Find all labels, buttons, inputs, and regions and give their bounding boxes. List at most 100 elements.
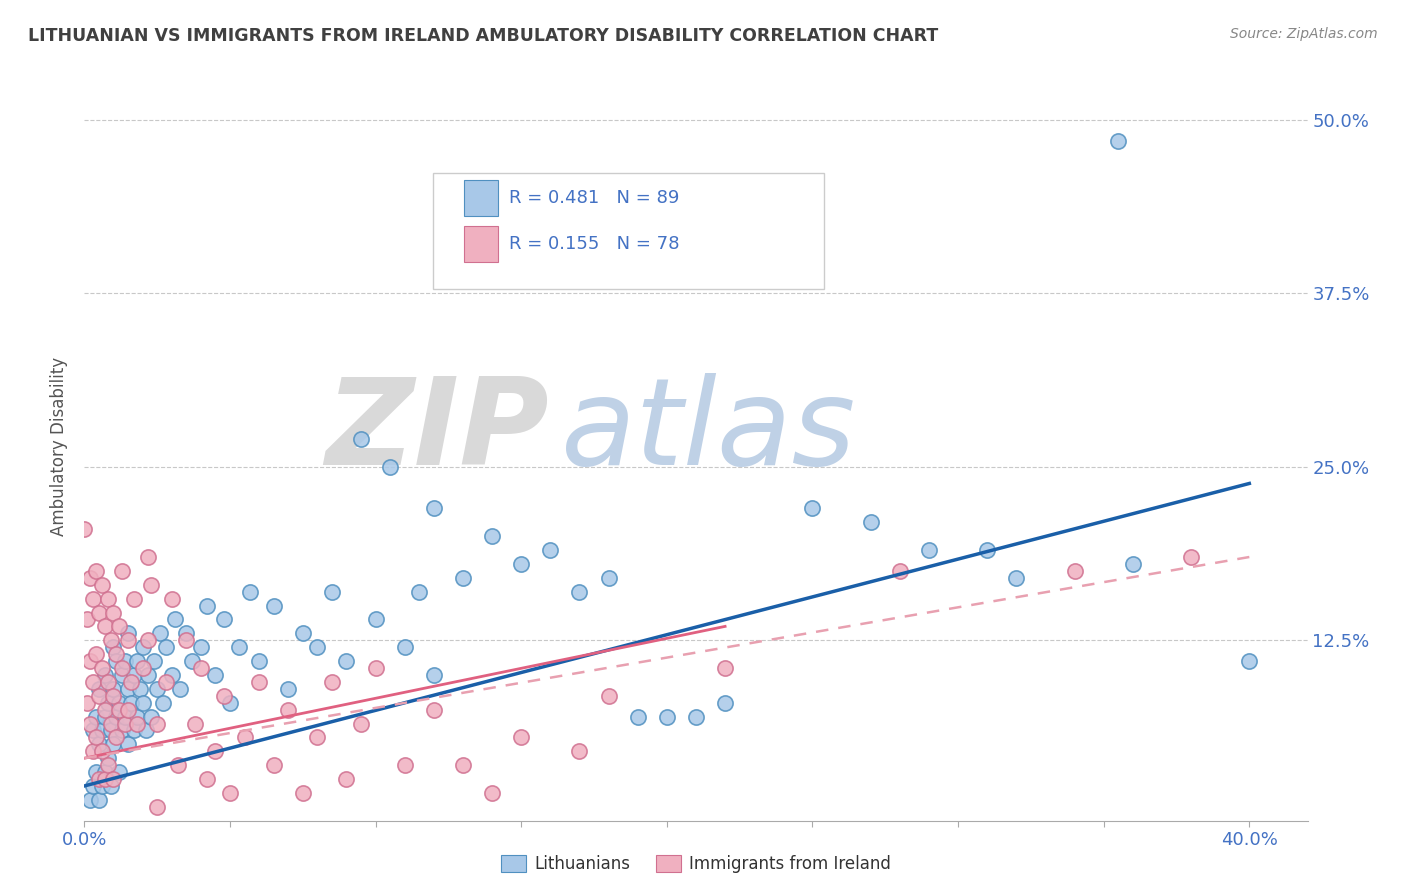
Point	[117, 703, 139, 717]
Point	[131, 640, 153, 655]
Point	[114, 654, 136, 668]
Text: ZIP: ZIP	[325, 373, 550, 490]
Point	[84, 765, 107, 780]
Bar	[464, 180, 498, 216]
Point	[117, 681, 139, 696]
Point	[105, 709, 128, 723]
Point	[364, 661, 387, 675]
Point	[538, 543, 561, 558]
Point	[160, 591, 183, 606]
Point	[90, 578, 112, 592]
Text: Source: ZipAtlas.com: Source: ZipAtlas.com	[1230, 27, 1378, 41]
Point	[93, 765, 115, 780]
Point	[135, 723, 157, 738]
Point	[79, 716, 101, 731]
Point	[111, 723, 134, 738]
Point	[82, 744, 104, 758]
Point	[481, 786, 503, 800]
Point	[801, 501, 824, 516]
Point	[84, 731, 107, 745]
Point	[423, 501, 446, 516]
Point	[146, 799, 169, 814]
Point	[82, 674, 104, 689]
Legend: Lithuanians, Immigrants from Ireland: Lithuanians, Immigrants from Ireland	[495, 848, 897, 880]
Point	[568, 584, 591, 599]
Point	[76, 612, 98, 626]
Point	[103, 606, 125, 620]
Point	[90, 744, 112, 758]
Point	[108, 619, 131, 633]
Point	[204, 744, 226, 758]
Point	[195, 599, 218, 613]
Point	[152, 696, 174, 710]
Point	[321, 674, 343, 689]
Point	[103, 772, 125, 786]
Point	[97, 696, 120, 710]
Point	[174, 633, 197, 648]
Point	[93, 703, 115, 717]
Point	[73, 522, 96, 536]
Point	[204, 668, 226, 682]
Point	[423, 668, 446, 682]
Point	[125, 654, 148, 668]
Point	[889, 564, 911, 578]
Point	[100, 716, 122, 731]
Point	[84, 709, 107, 723]
Point	[195, 772, 218, 786]
Point	[263, 758, 285, 772]
Point	[212, 612, 235, 626]
Point	[163, 612, 186, 626]
Point	[277, 681, 299, 696]
Point	[451, 571, 474, 585]
Point	[82, 591, 104, 606]
Point	[87, 772, 110, 786]
Point	[87, 689, 110, 703]
Point	[190, 640, 212, 655]
Point	[146, 681, 169, 696]
Point	[87, 606, 110, 620]
Point	[138, 668, 160, 682]
Point	[685, 709, 707, 723]
Point	[105, 731, 128, 745]
Point	[174, 626, 197, 640]
Point	[219, 786, 242, 800]
Point	[138, 549, 160, 564]
Point	[93, 709, 115, 723]
Point	[190, 661, 212, 675]
Point	[394, 758, 416, 772]
Point	[510, 557, 533, 571]
Point	[120, 696, 142, 710]
Point	[263, 599, 285, 613]
Point	[228, 640, 250, 655]
Point	[108, 703, 131, 717]
Point	[87, 737, 110, 751]
Text: atlas: atlas	[561, 373, 856, 490]
FancyBboxPatch shape	[433, 172, 824, 289]
Point	[100, 633, 122, 648]
Point	[166, 758, 188, 772]
Point	[451, 758, 474, 772]
Point	[131, 661, 153, 675]
Point	[122, 591, 145, 606]
Point	[598, 689, 620, 703]
Point	[82, 779, 104, 793]
Point	[93, 619, 115, 633]
Point	[627, 709, 650, 723]
Point	[918, 543, 941, 558]
Point	[714, 661, 737, 675]
Point	[233, 731, 256, 745]
Text: LITHUANIAN VS IMMIGRANTS FROM IRELAND AMBULATORY DISABILITY CORRELATION CHART: LITHUANIAN VS IMMIGRANTS FROM IRELAND AM…	[28, 27, 938, 45]
Point	[277, 703, 299, 717]
Point	[103, 681, 125, 696]
Point	[1239, 654, 1261, 668]
Point	[1107, 134, 1129, 148]
Point	[212, 689, 235, 703]
Point	[307, 640, 329, 655]
Point	[103, 689, 125, 703]
Point	[131, 696, 153, 710]
Point	[598, 571, 620, 585]
Point	[105, 654, 128, 668]
Point	[1063, 564, 1085, 578]
Point	[103, 640, 125, 655]
Point	[219, 696, 242, 710]
